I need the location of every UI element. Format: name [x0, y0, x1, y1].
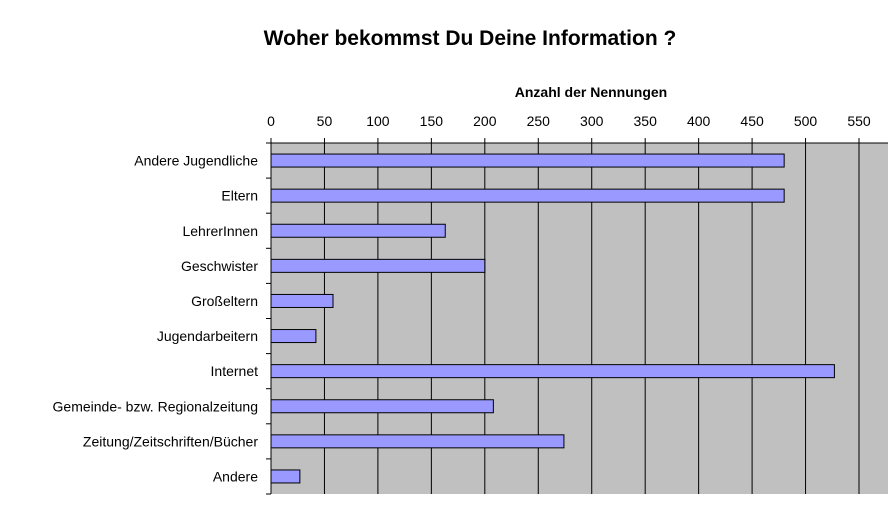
category-label: Geschwister: [181, 258, 258, 274]
category-label: Andere Jugendliche: [134, 153, 258, 169]
x-tick-label: 300: [580, 113, 604, 129]
bar: [270, 293, 334, 308]
x-tick-label: 350: [634, 113, 658, 129]
chart-title: Woher bekommst Du Deine Information ?: [264, 27, 677, 50]
x-axis-label: Anzahl der Nennungen: [515, 84, 667, 100]
bar: [270, 329, 317, 344]
category-label: Andere: [213, 468, 258, 484]
x-tick-label: 0: [267, 113, 275, 129]
bar: [270, 399, 494, 414]
bar: [270, 434, 565, 449]
category-label: Jugendarbeitern: [157, 328, 258, 344]
category-label: Eltern: [221, 188, 258, 204]
bar: [270, 364, 835, 379]
category-label: LehrerInnen: [182, 223, 258, 239]
category-label: Großeltern: [191, 293, 258, 309]
category-label: Internet: [211, 363, 259, 379]
x-tick-label: 550: [847, 113, 871, 129]
plot-area: 0 50 100 150 200 250 300 350 400 450 500 550 Andere …: [53, 113, 888, 495]
category-label: Gemeinde- bzw. Regionalzeitung: [53, 398, 258, 414]
x-tick-label: 400: [687, 113, 711, 129]
x-tick-label: 150: [420, 113, 444, 129]
bar: [270, 223, 446, 238]
x-tick-label: 100: [366, 113, 390, 129]
x-tick-label: 500: [794, 113, 818, 129]
x-tick-label: 50: [317, 113, 333, 129]
x-tick-label: 200: [473, 113, 497, 129]
bar: [270, 469, 301, 484]
bar: [270, 258, 486, 273]
x-tick-label: 450: [740, 113, 764, 129]
category-label: Zeitung/Zeitschriften/Bücher: [83, 433, 258, 449]
bar: [270, 188, 785, 203]
x-tick-label: 250: [527, 113, 551, 129]
bar: [270, 153, 785, 168]
